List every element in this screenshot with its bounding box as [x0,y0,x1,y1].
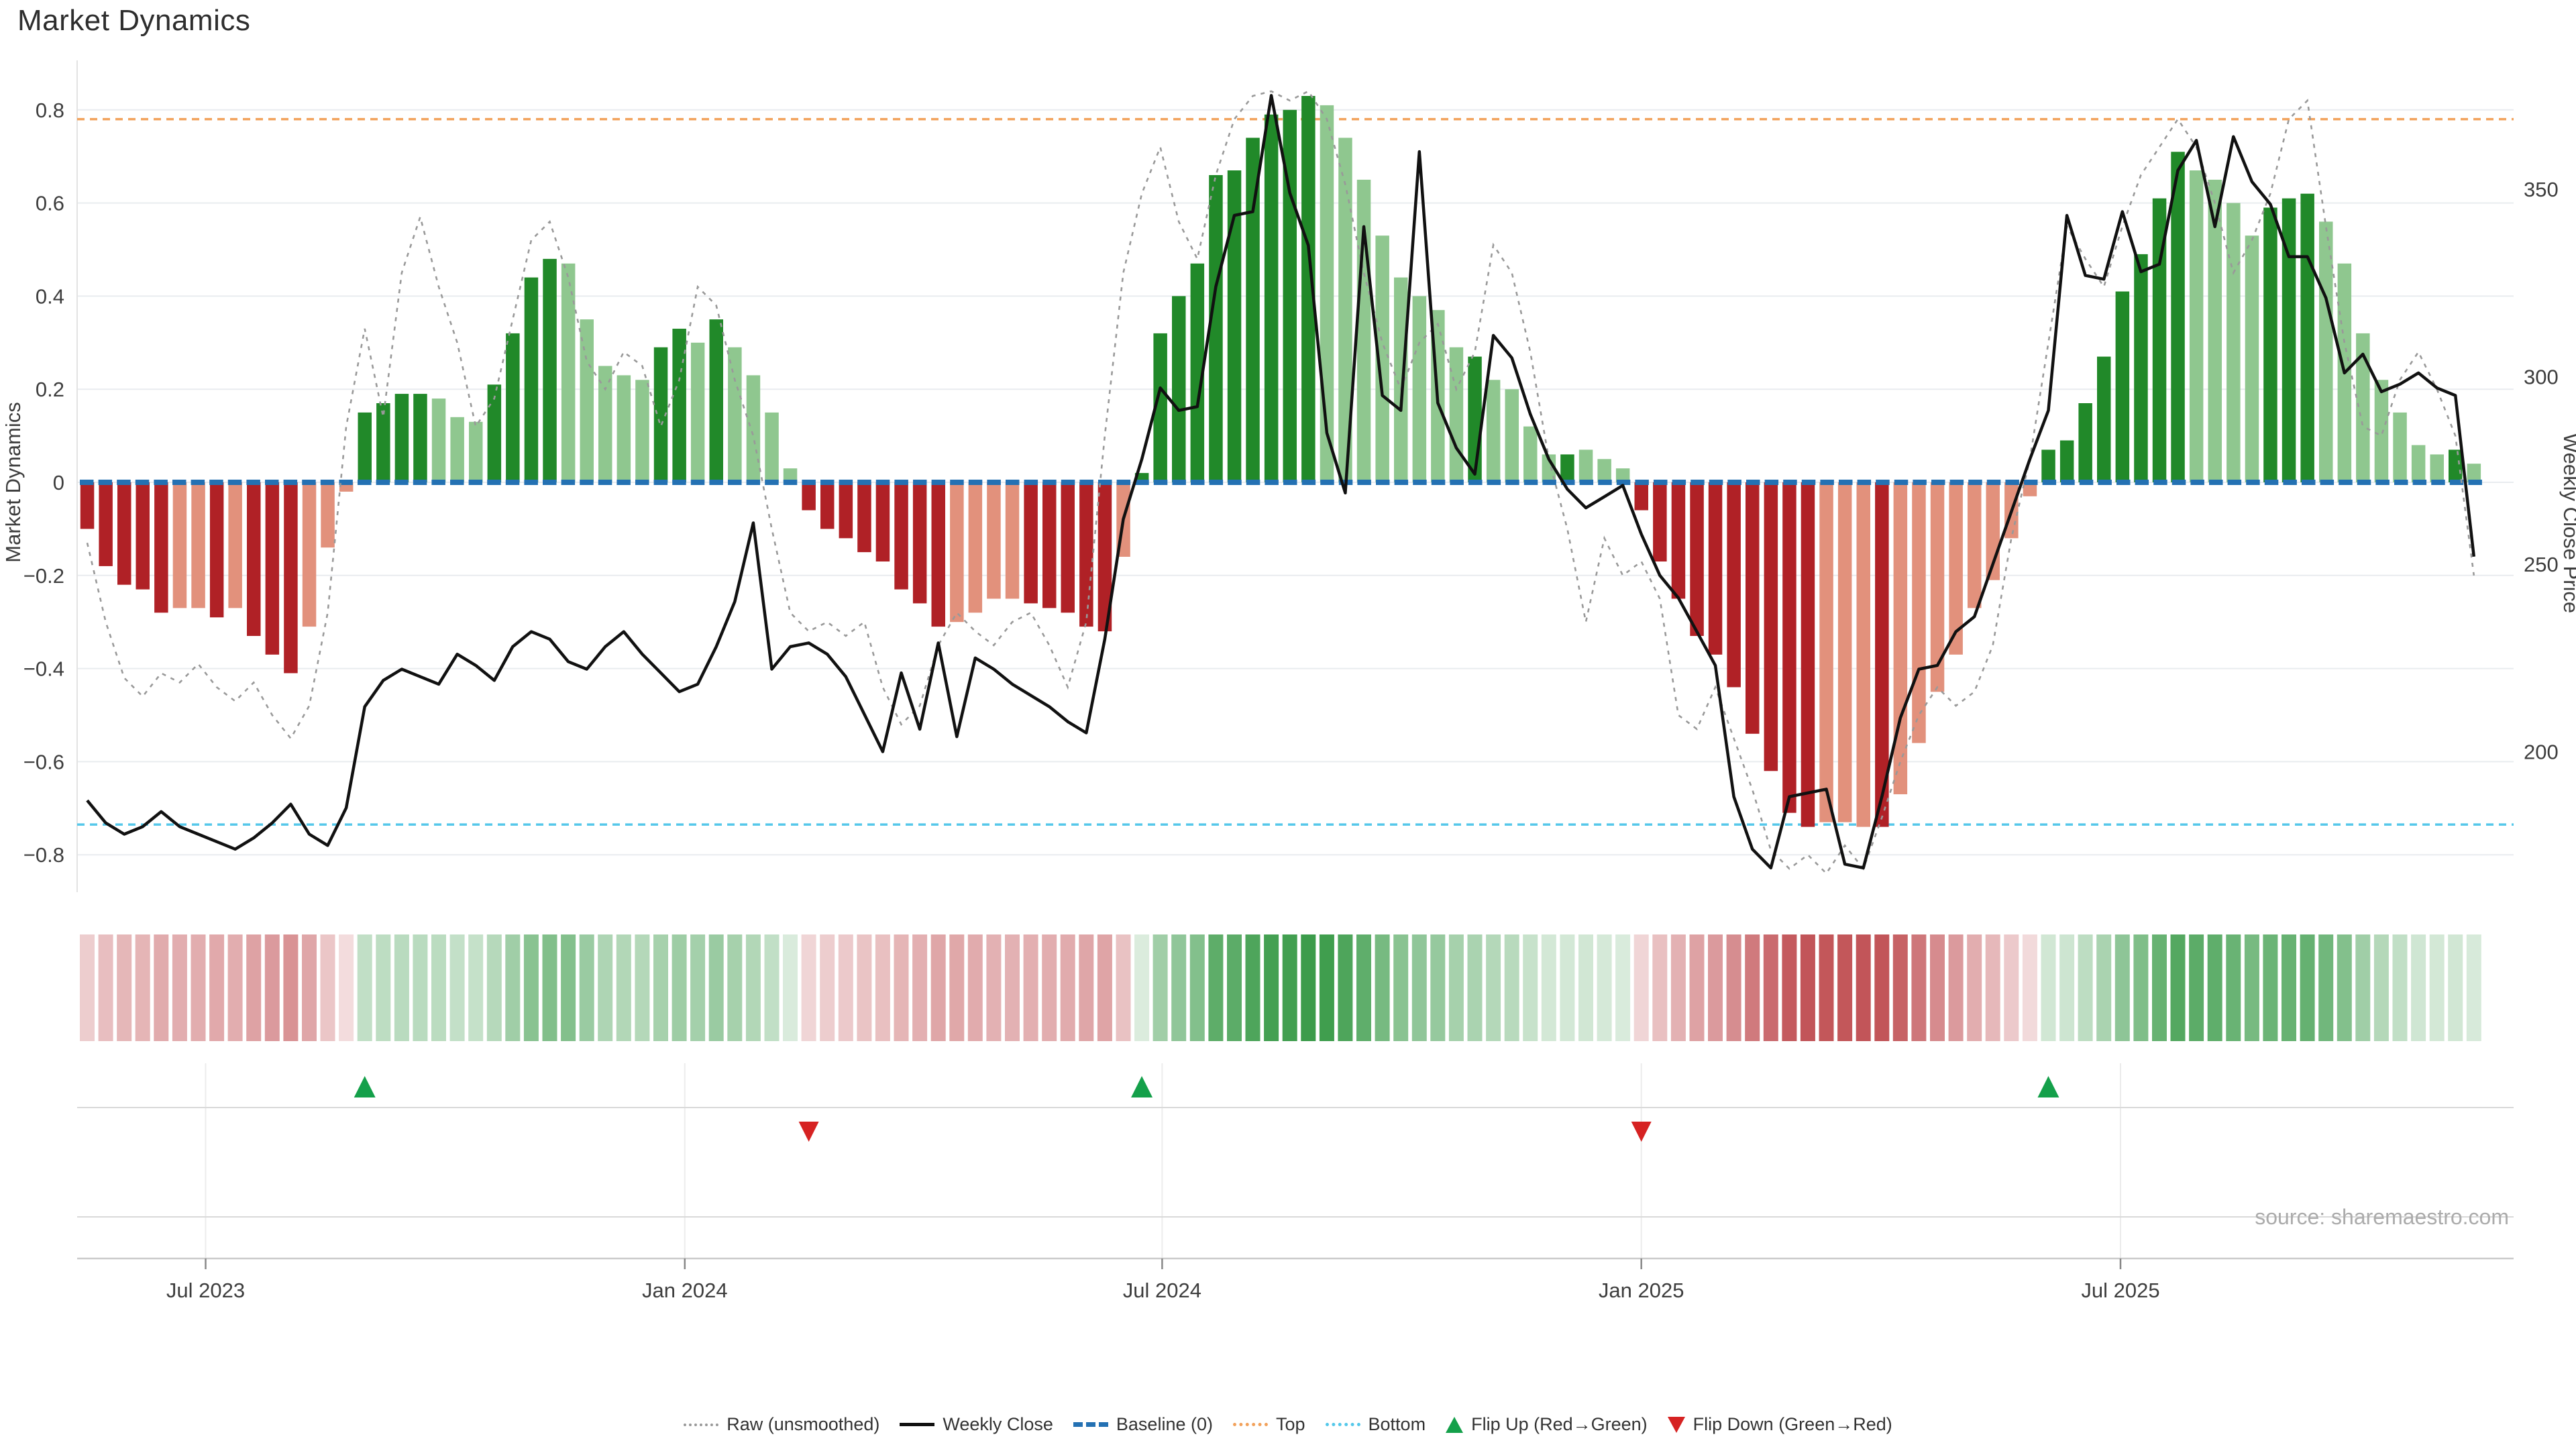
svg-text:−0.6: −0.6 [23,750,64,773]
legend-label: Flip Down (Green→Red) [1693,1414,1892,1434]
svg-text:Jan 2025: Jan 2025 [1599,1279,1684,1302]
svg-text:300: 300 [2524,366,2559,389]
right-axis-label: Weekly Close Price [2559,433,2576,613]
svg-text:Jul 2025: Jul 2025 [2081,1279,2159,1302]
svg-text:−0.8: −0.8 [23,843,64,867]
legend-item-close: Weekly Close [900,1414,1053,1435]
legend-item-raw: Raw (unsmoothed) [684,1414,879,1435]
chart-legend: Raw (unsmoothed) Weekly Close Baseline (0)… [0,1414,2576,1435]
heatmap-strip [80,934,2481,1041]
svg-text:Jul 2023: Jul 2023 [166,1279,245,1302]
weekly-close-line [86,94,2476,870]
legend-label: Top [1275,1414,1305,1434]
x-axis-tick-labels: Jul 2023 Jan 2024 Jul 2024 Jan 2025 Jul 2025 [166,1279,2160,1302]
right-axis-ticks: 350 300 250 200 [2524,178,2559,764]
legend-item-top: Top [1232,1414,1305,1435]
legend-item-baseline: Baseline (0) [1073,1414,1213,1435]
marker-panel-grid [77,1063,2514,1269]
svg-text:Jul 2024: Jul 2024 [1123,1279,1201,1302]
left-axis-label: Market Dynamics [1,402,25,562]
page-title: Market Dynamics [17,4,251,37]
legend-label: Raw (unsmoothed) [727,1414,880,1434]
legend-label: Baseline (0) [1116,1414,1213,1434]
top-swatch-icon [1232,1423,1268,1426]
svg-text:−0.4: −0.4 [23,657,64,681]
close-swatch-icon [900,1423,935,1426]
tri-down-swatch-icon [1667,1416,1685,1433]
svg-text:200: 200 [2524,741,2559,764]
svg-text:0.6: 0.6 [36,192,64,215]
raw-swatch-icon [684,1423,719,1426]
svg-text:250: 250 [2524,553,2559,576]
legend-item-tri-up: Flip Up (Red→Green) [1446,1414,1648,1435]
legend-label: Flip Up (Red→Green) [1471,1414,1648,1434]
svg-text:350: 350 [2524,178,2559,201]
tri-up-swatch-icon [1446,1416,1464,1433]
source-attribution: source: sharemaestro.com [2255,1205,2509,1229]
flip-down-markers [798,1122,1652,1142]
svg-text:0.2: 0.2 [36,378,64,401]
flip-up-markers [354,1076,2059,1097]
svg-text:0.8: 0.8 [36,99,64,122]
legend-item-tri-down: Flip Down (Green→Red) [1667,1414,1892,1435]
left-axis-ticks: 0.8 0.6 0.4 0.2 0 −0.2 −0.4 −0.6 −0.8 [23,99,64,867]
dynamics-bars [80,96,2481,827]
svg-text:Jan 2024: Jan 2024 [642,1279,728,1302]
svg-text:−0.2: −0.2 [23,564,64,588]
bottom-swatch-icon [1325,1423,1360,1426]
svg-text:0.4: 0.4 [36,284,64,308]
svg-text:0: 0 [53,471,64,494]
legend-label: Weekly Close [943,1414,1053,1434]
legend-item-bottom: Bottom [1325,1414,1426,1435]
legend-label: Bottom [1368,1414,1426,1434]
baseline-swatch-icon [1073,1422,1108,1427]
